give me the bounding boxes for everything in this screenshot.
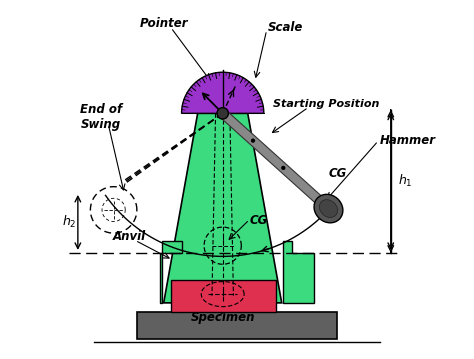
Polygon shape: [164, 113, 282, 303]
Polygon shape: [160, 241, 182, 303]
Text: Pointer: Pointer: [139, 18, 188, 31]
Text: CG: CG: [249, 214, 268, 227]
Bar: [171, 280, 276, 312]
Circle shape: [251, 139, 255, 143]
Text: End of
Swing: End of Swing: [80, 103, 122, 131]
Polygon shape: [182, 72, 264, 113]
Text: Anvil: Anvil: [113, 230, 146, 243]
Bar: [137, 312, 337, 339]
Text: Specimen: Specimen: [191, 311, 255, 325]
Text: $h_2$: $h_2$: [62, 214, 76, 230]
Circle shape: [217, 108, 228, 119]
Polygon shape: [283, 241, 314, 303]
Polygon shape: [219, 110, 327, 208]
Circle shape: [281, 166, 285, 170]
Text: Starting Position: Starting Position: [273, 99, 380, 109]
Text: Scale: Scale: [267, 21, 303, 34]
Text: $h_1$: $h_1$: [398, 173, 412, 189]
Ellipse shape: [314, 194, 343, 223]
Text: Hammer: Hammer: [380, 134, 436, 147]
Ellipse shape: [319, 200, 337, 218]
Text: CG: CG: [328, 167, 346, 180]
